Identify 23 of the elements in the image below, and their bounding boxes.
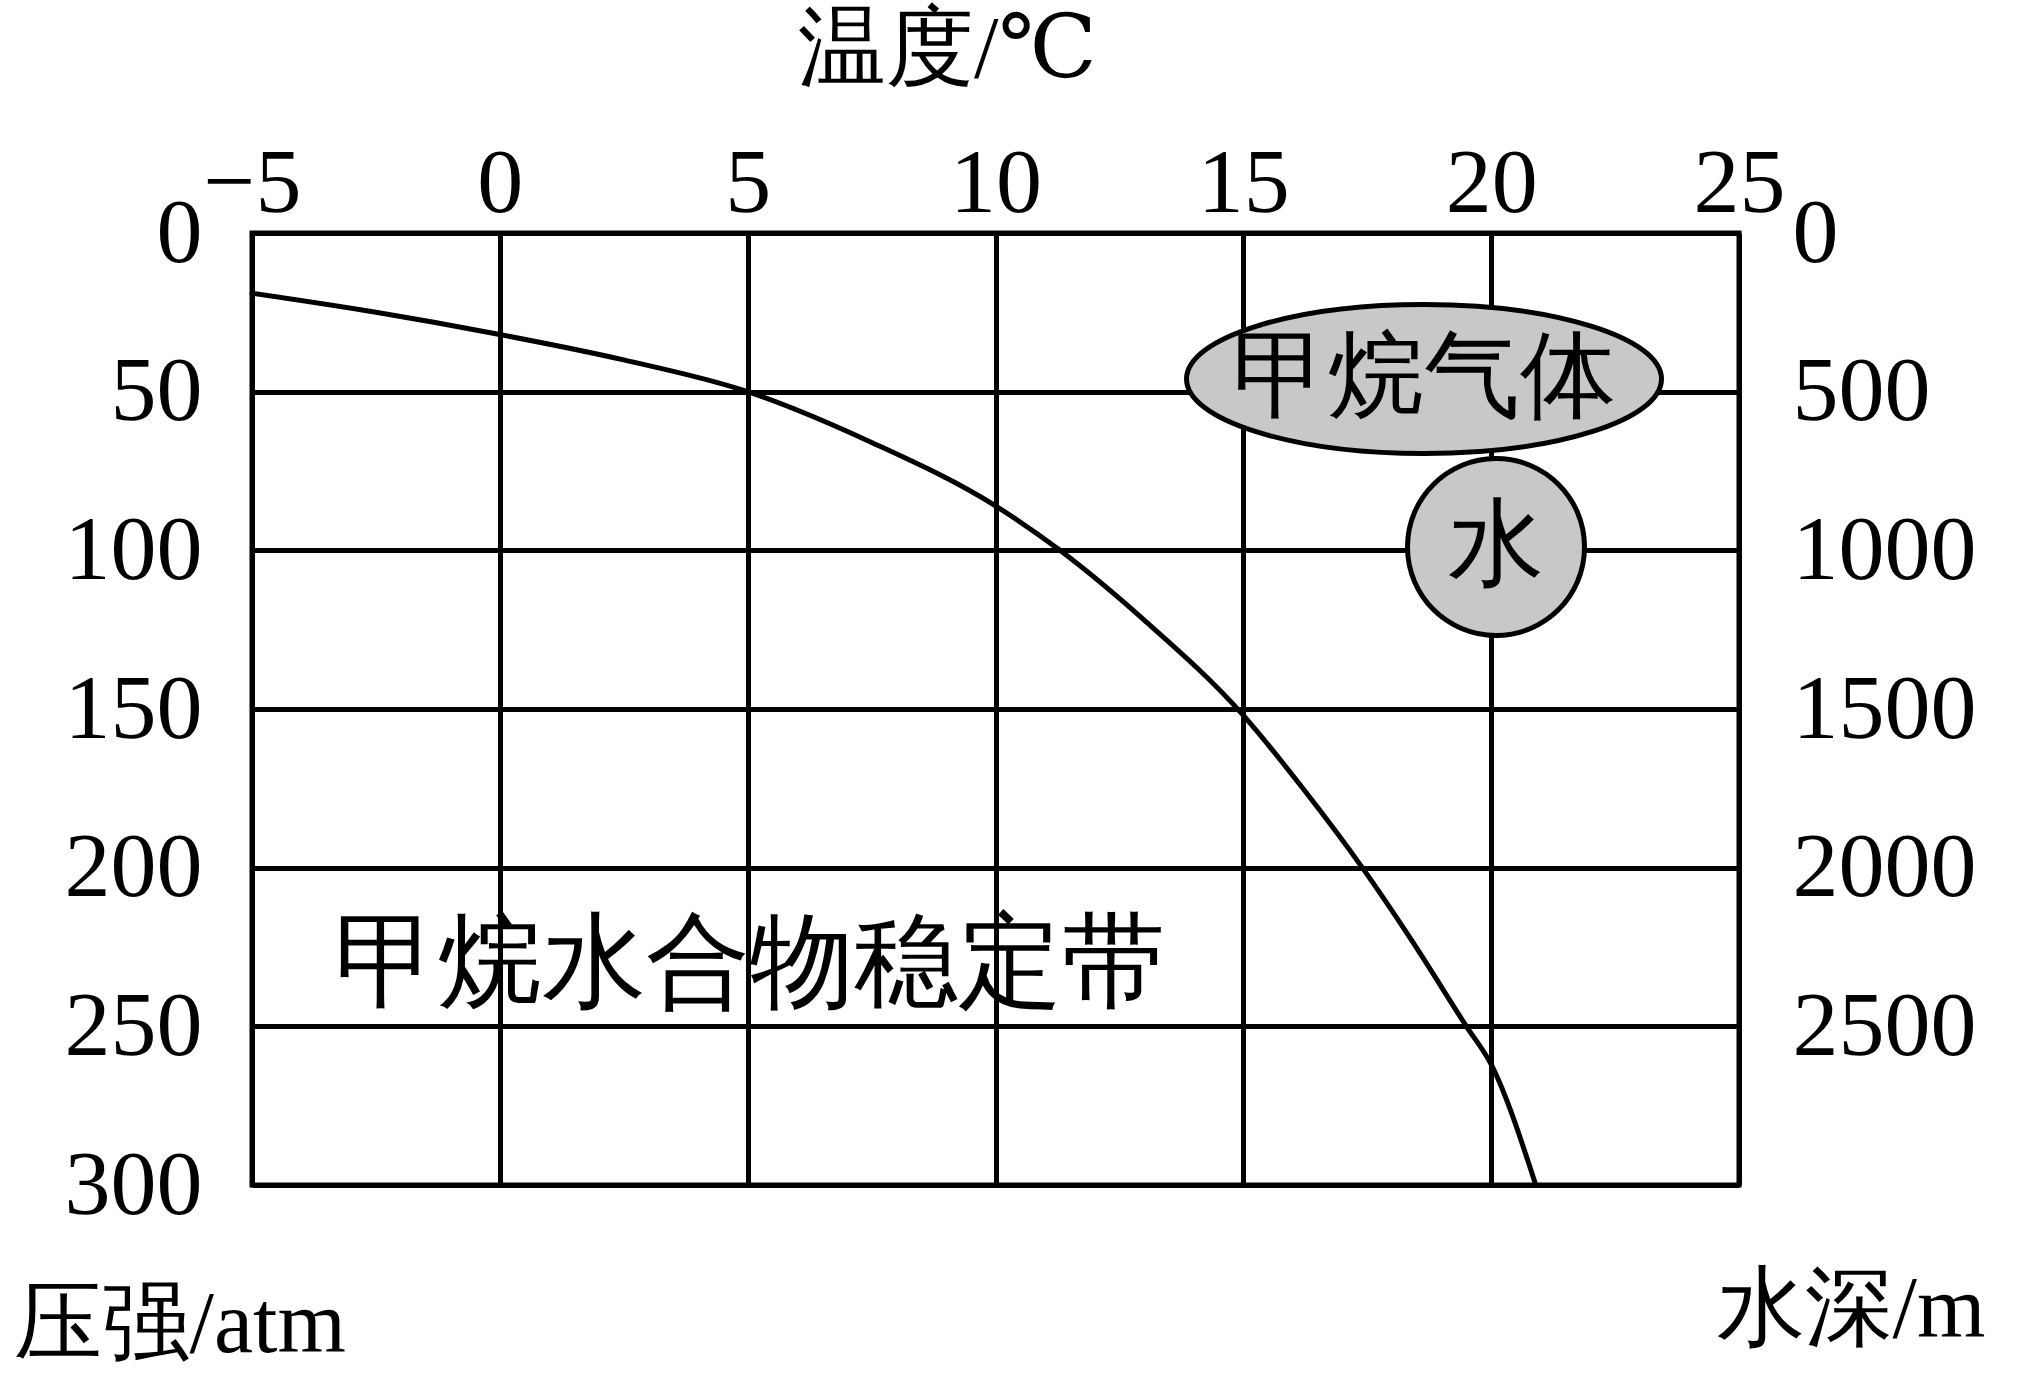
x-tick-label: 25 (1693, 129, 1786, 232)
x-axis-title: 温度/℃ (798, 0, 1097, 96)
annotation: 水 (1448, 490, 1544, 597)
x-tick-label: 20 (1445, 129, 1538, 232)
x-tick-label: 5 (725, 129, 772, 232)
annotation: 甲烷气体 (1232, 322, 1616, 429)
y2-axis-title: 水深/m (1716, 1258, 1986, 1356)
y-tick-label: 300 (64, 1131, 203, 1234)
y-axis-title: 压强/atm (13, 1273, 346, 1371)
y2-tick-label: 1500 (1792, 655, 1977, 758)
y-tick-label: 100 (64, 496, 203, 599)
y-tick-label: 200 (64, 814, 203, 917)
y2-tick-label: 500 (1792, 338, 1931, 441)
y-tick-label: 150 (64, 655, 203, 758)
y2-tick-label: 2000 (1792, 814, 1977, 917)
y2-tick-label: 1000 (1792, 496, 1977, 599)
y-tick-label: 50 (110, 338, 203, 441)
x-tick-label: 10 (950, 129, 1042, 232)
y2-tick-label: 2500 (1792, 972, 1977, 1075)
x-tick-label: 0 (477, 129, 524, 232)
x-tick-label: −5 (203, 129, 302, 232)
x-tick-label: 15 (1197, 129, 1290, 232)
y-tick-label: 250 (64, 972, 203, 1075)
